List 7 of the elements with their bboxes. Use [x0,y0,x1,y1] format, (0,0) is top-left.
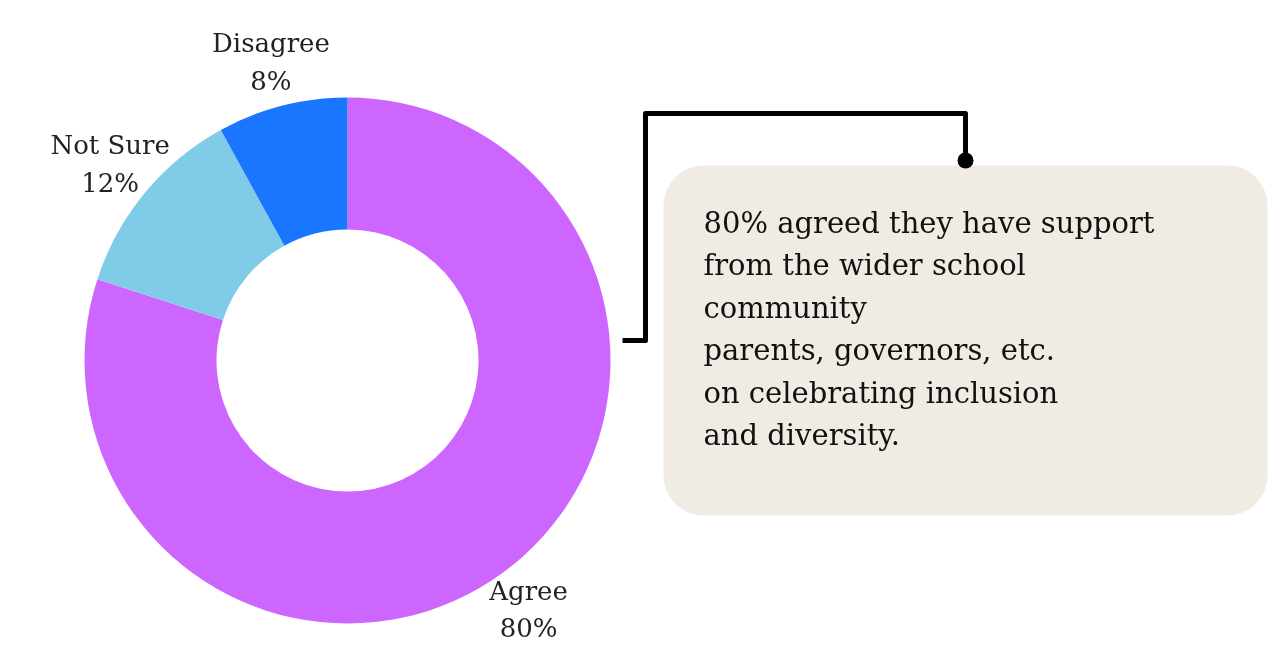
data-label: 8% [250,65,292,96]
slice-label: Not Sure [50,130,170,161]
slice-label: Agree [488,575,568,606]
text: 80% agreed they have support from the wider school community parents, governors, etc. on celebrating inclusion and diversity. [703,205,1155,452]
data-label: 80% [499,613,558,644]
data-label: 12% [81,167,140,198]
slice-label: Disagree [211,28,330,59]
